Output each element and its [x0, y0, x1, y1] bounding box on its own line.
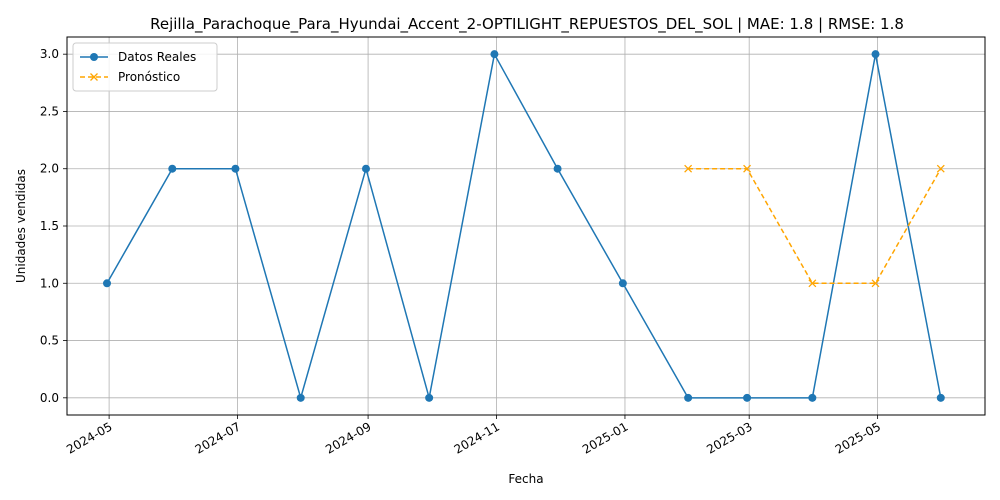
x-tick-label: 2024-11 — [452, 419, 502, 456]
x-tick-label: 2025-03 — [704, 419, 754, 456]
y-tick-label: 1.5 — [40, 219, 59, 233]
data-point — [361, 164, 370, 173]
series-layer — [103, 50, 945, 402]
forecast-point — [684, 164, 693, 173]
y-tick-label: 2.0 — [40, 162, 59, 176]
data-point — [296, 393, 305, 402]
data-point — [684, 393, 693, 402]
x-tick-label: 2024-07 — [193, 419, 243, 456]
x-tick-label: 2025-01 — [580, 419, 630, 456]
legend: Datos Reales Pronóstico — [72, 42, 218, 92]
series-line-1 — [688, 167, 942, 285]
legend-marker-forecast — [90, 73, 98, 81]
forecast-point — [936, 164, 945, 173]
data-point — [425, 393, 434, 402]
forecast-point — [808, 279, 817, 288]
legend-label-real: Datos Reales — [118, 50, 196, 64]
data-point — [743, 393, 752, 402]
x-axis-title: Fecha — [508, 472, 543, 486]
y-tick-label: 0.0 — [40, 391, 59, 405]
legend-box — [72, 42, 218, 92]
data-point — [553, 164, 562, 173]
forecast-point — [743, 164, 752, 173]
y-tick-label: 3.0 — [40, 47, 59, 61]
y-tick-label: 2.5 — [40, 104, 59, 118]
data-point — [618, 279, 627, 288]
x-tick-label: 2025-05 — [833, 419, 883, 456]
data-point — [871, 50, 880, 59]
grid — [67, 37, 985, 415]
legend-label-forecast: Pronóstico — [118, 70, 180, 84]
legend-marker-real — [90, 53, 98, 61]
y-tick-label: 1.0 — [40, 276, 59, 290]
x-tick-label: 2024-05 — [64, 419, 114, 456]
data-point — [808, 393, 817, 402]
y-axis-title: Unidades vendidas — [14, 169, 28, 283]
data-point — [936, 393, 945, 402]
x-tick-label: 2024-09 — [323, 419, 373, 456]
forecast-point — [871, 279, 880, 288]
data-point — [103, 279, 112, 288]
data-point — [168, 164, 177, 173]
data-point — [231, 164, 240, 173]
chart-title: Rejilla_Parachoque_Para_Hyundai_Accent_2… — [150, 15, 904, 34]
y-tick-label: 0.5 — [40, 334, 59, 348]
series-line-0 — [106, 53, 942, 399]
data-point — [490, 50, 499, 59]
axis-ticks: 2024-05 2024-07 2024-09 2024-11 2025-01 2025-… — [40, 47, 883, 456]
